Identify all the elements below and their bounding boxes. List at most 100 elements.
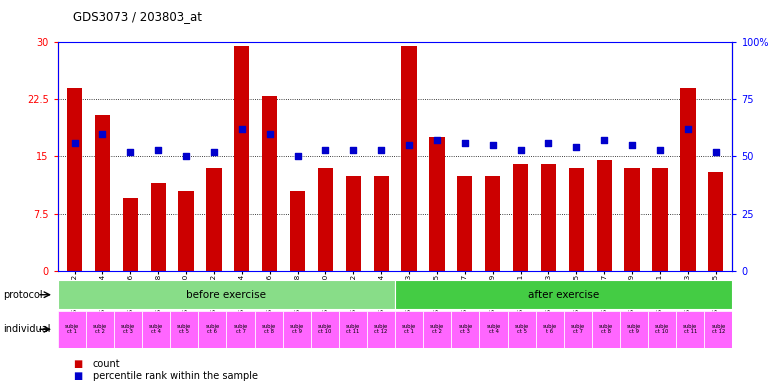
Bar bbox=[283, 311, 311, 348]
Bar bbox=[150, 183, 166, 271]
Bar bbox=[680, 88, 695, 271]
Bar bbox=[429, 137, 445, 271]
Text: subje
ct 1: subje ct 1 bbox=[65, 324, 79, 334]
Point bbox=[236, 126, 248, 132]
Bar bbox=[705, 311, 732, 348]
Bar bbox=[485, 175, 500, 271]
Bar bbox=[367, 311, 395, 348]
Text: subje
ct 6: subje ct 6 bbox=[205, 324, 220, 334]
Point bbox=[682, 126, 694, 132]
Bar bbox=[234, 46, 250, 271]
Bar bbox=[67, 88, 82, 271]
Bar bbox=[170, 311, 198, 348]
Text: count: count bbox=[93, 359, 120, 369]
Bar bbox=[318, 168, 333, 271]
Point bbox=[124, 149, 136, 155]
Text: ■: ■ bbox=[73, 371, 82, 381]
Bar bbox=[676, 311, 705, 348]
Text: subje
ct 10: subje ct 10 bbox=[318, 324, 332, 334]
Bar bbox=[142, 311, 170, 348]
Bar bbox=[395, 280, 732, 309]
Text: subje
ct 2: subje ct 2 bbox=[93, 324, 107, 334]
Bar bbox=[345, 175, 361, 271]
Text: subje
ct 12: subje ct 12 bbox=[712, 324, 726, 334]
Text: percentile rank within the sample: percentile rank within the sample bbox=[93, 371, 258, 381]
Point bbox=[375, 147, 387, 153]
Bar bbox=[457, 175, 473, 271]
Point bbox=[264, 131, 276, 137]
Bar bbox=[95, 114, 110, 271]
Point bbox=[180, 153, 192, 160]
Text: before exercise: before exercise bbox=[187, 290, 267, 300]
Bar bbox=[58, 311, 86, 348]
Point bbox=[152, 147, 164, 153]
Point bbox=[514, 147, 527, 153]
Point bbox=[347, 147, 359, 153]
Text: subje
ct 1: subje ct 1 bbox=[402, 324, 416, 334]
Bar bbox=[507, 311, 536, 348]
Bar bbox=[513, 164, 528, 271]
Text: subje
ct 9: subje ct 9 bbox=[627, 324, 641, 334]
Text: individual: individual bbox=[3, 324, 51, 334]
Bar bbox=[648, 311, 676, 348]
Point bbox=[403, 142, 416, 148]
Bar bbox=[652, 168, 668, 271]
Bar bbox=[373, 175, 389, 271]
Text: after exercise: after exercise bbox=[528, 290, 599, 300]
Point bbox=[542, 140, 554, 146]
Bar bbox=[114, 311, 142, 348]
Point bbox=[207, 149, 220, 155]
Text: subje
ct 11: subje ct 11 bbox=[683, 324, 698, 334]
Text: subje
ct 7: subje ct 7 bbox=[234, 324, 247, 334]
Text: subje
ct 10: subje ct 10 bbox=[655, 324, 669, 334]
Bar bbox=[423, 311, 451, 348]
Bar bbox=[540, 164, 556, 271]
Bar bbox=[564, 311, 592, 348]
Bar bbox=[451, 311, 480, 348]
Text: subje
ct 8: subje ct 8 bbox=[599, 324, 613, 334]
Text: subje
ct 5: subje ct 5 bbox=[514, 324, 529, 334]
Point bbox=[709, 149, 722, 155]
Bar bbox=[536, 311, 564, 348]
Bar bbox=[58, 280, 395, 309]
Bar bbox=[708, 172, 723, 271]
Text: subje
ct 7: subje ct 7 bbox=[571, 324, 585, 334]
Bar bbox=[311, 311, 339, 348]
Bar bbox=[402, 46, 417, 271]
Bar bbox=[198, 311, 227, 348]
Bar bbox=[262, 96, 278, 271]
Text: subje
ct 3: subje ct 3 bbox=[458, 324, 473, 334]
Bar bbox=[620, 311, 648, 348]
Point bbox=[431, 137, 443, 144]
Point bbox=[459, 140, 471, 146]
Bar bbox=[227, 311, 254, 348]
Point bbox=[626, 142, 638, 148]
Bar bbox=[569, 168, 584, 271]
Bar bbox=[592, 311, 620, 348]
Text: subje
ct 2: subje ct 2 bbox=[430, 324, 444, 334]
Text: subje
ct 9: subje ct 9 bbox=[290, 324, 304, 334]
Bar bbox=[597, 160, 612, 271]
Bar bbox=[207, 168, 221, 271]
Text: subje
ct 12: subje ct 12 bbox=[374, 324, 389, 334]
Bar bbox=[480, 311, 507, 348]
Bar bbox=[395, 311, 423, 348]
Text: ■: ■ bbox=[73, 359, 82, 369]
Text: subje
ct 11: subje ct 11 bbox=[346, 324, 360, 334]
Point bbox=[291, 153, 304, 160]
Text: protocol: protocol bbox=[3, 290, 42, 300]
Point bbox=[571, 144, 583, 151]
Point bbox=[69, 140, 81, 146]
Point bbox=[319, 147, 332, 153]
Bar bbox=[339, 311, 367, 348]
Point bbox=[598, 137, 611, 144]
Point bbox=[96, 131, 109, 137]
Bar bbox=[254, 311, 283, 348]
Point bbox=[487, 142, 499, 148]
Text: subje
ct 3: subje ct 3 bbox=[121, 324, 135, 334]
Text: subje
ct 4: subje ct 4 bbox=[487, 324, 500, 334]
Text: subje
ct 4: subje ct 4 bbox=[149, 324, 163, 334]
Point bbox=[654, 147, 666, 153]
Bar bbox=[290, 191, 305, 271]
Text: subje
ct 5: subje ct 5 bbox=[177, 324, 191, 334]
